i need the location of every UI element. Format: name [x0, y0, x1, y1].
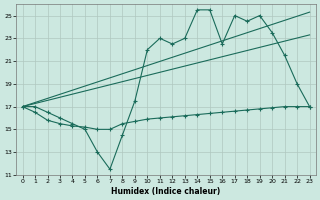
X-axis label: Humidex (Indice chaleur): Humidex (Indice chaleur)	[111, 187, 221, 196]
